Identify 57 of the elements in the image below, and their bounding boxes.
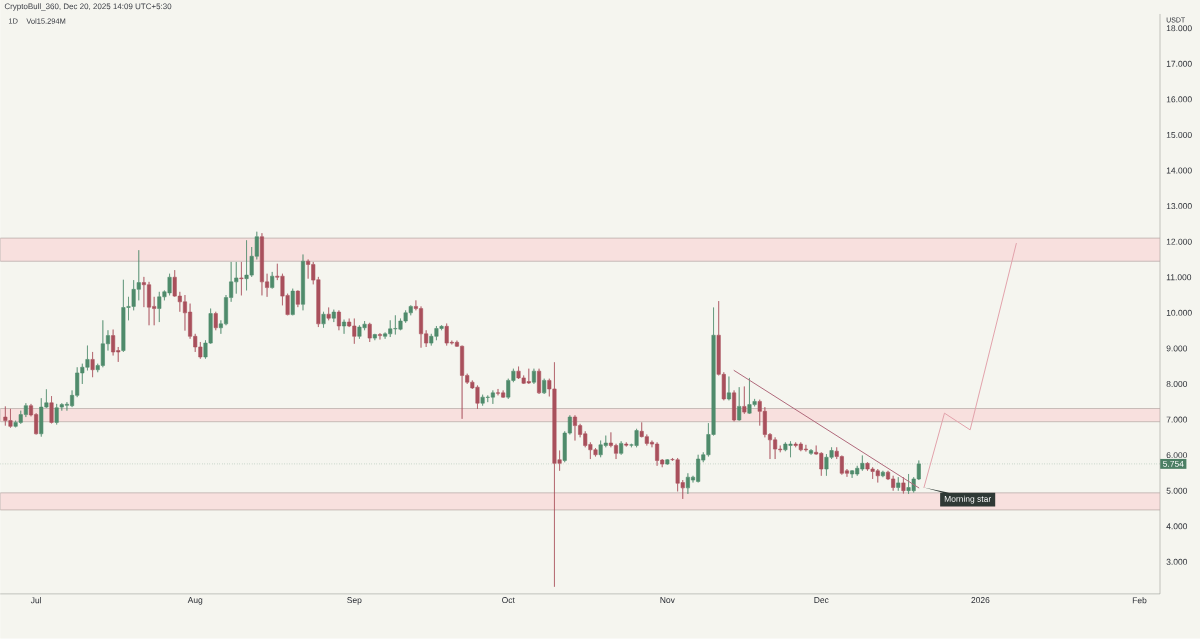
y-tick-label: 15.000 [1166,132,1192,138]
candlestick [321,311,326,329]
candlestick [742,386,747,415]
y-tick-label: 17.000 [1166,60,1192,67]
candlestick [896,476,901,492]
y-tick-label: 6.000 [1166,452,1188,459]
x-tick-label: Aug [187,597,203,605]
candlestick [326,307,331,321]
candlestick [90,351,95,378]
candlestick [377,332,382,340]
y-tick-label: 7.000 [1166,416,1188,423]
y-tick-label: 8.000 [1166,381,1188,388]
y-tick-label: 14.000 [1166,167,1192,174]
x-tick-label: 2026 [971,597,990,604]
x-tick-label: Feb [1132,597,1147,604]
x-tick-label: Oct [502,597,515,604]
candlestick [542,378,547,395]
candlestick [537,368,542,395]
candlestick [809,448,814,456]
y-tick-label: 16.000 [1166,96,1192,103]
candlestick [295,290,300,308]
y-tick-label: 12.000 [1166,238,1192,245]
line-series [923,243,1017,489]
candlestick [270,271,275,289]
y-tick-label: 9.000 [1166,345,1188,352]
y-tick-label: 18.000 [1166,25,1192,32]
candlestick [213,311,218,331]
x-tick-label: Nov [660,597,675,604]
y-tick-label: 5.000 [1166,487,1188,494]
candlestick [726,376,731,401]
candlestick [624,442,629,447]
annotation: Morning star [944,495,992,504]
candlestick [880,470,885,478]
x-tick-label: Sep [347,597,362,605]
ref-line-label: 5.754 [1163,460,1184,467]
candlestick [737,386,742,421]
candlestick [336,310,341,331]
candlestick [331,309,336,323]
x-tick-label: Dec [814,597,829,604]
x-tick-label: Jul [30,597,41,604]
candlestick [531,368,536,385]
candlestick [367,322,372,343]
candlestick [342,319,347,335]
candlestick [372,333,377,341]
y-tick-label: 3.000 [1166,558,1188,565]
candlestick [301,254,305,311]
y-tick-label: 13.000 [1166,203,1192,210]
y-tick-label: 4.000 [1166,523,1188,530]
candlestick [49,395,54,424]
y-tick-label: 11.000 [1166,274,1192,281]
candlestick [619,441,624,456]
candlestick [732,390,737,422]
candlestick [239,261,244,296]
candlestick [290,288,295,316]
candlestick [665,458,670,466]
candlestick [901,476,906,494]
y-tick-label: 10.000 [1166,309,1192,316]
